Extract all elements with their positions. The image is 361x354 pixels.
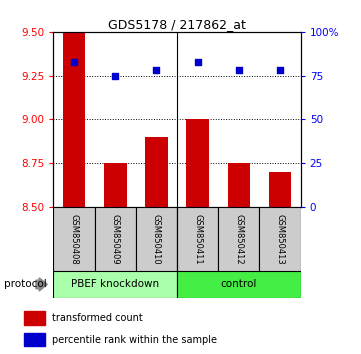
Text: GSM850412: GSM850412 xyxy=(234,213,243,264)
Bar xyxy=(227,163,250,207)
Point xyxy=(236,68,242,73)
Text: control: control xyxy=(221,279,257,290)
Bar xyxy=(63,32,85,207)
Text: GSM850411: GSM850411 xyxy=(193,213,202,264)
Bar xyxy=(95,207,136,271)
Text: transformed count: transformed count xyxy=(52,313,142,323)
FancyArrow shape xyxy=(36,278,47,291)
Point xyxy=(195,59,201,64)
Bar xyxy=(186,119,209,207)
Title: GDS5178 / 217862_at: GDS5178 / 217862_at xyxy=(108,18,246,31)
Bar xyxy=(104,163,127,207)
Text: percentile rank within the sample: percentile rank within the sample xyxy=(52,335,217,345)
Bar xyxy=(269,172,291,207)
Bar xyxy=(25,333,45,347)
Bar xyxy=(177,271,301,298)
Point xyxy=(153,68,159,73)
Text: GSM850413: GSM850413 xyxy=(275,213,284,264)
Point xyxy=(112,73,118,79)
Bar xyxy=(260,207,301,271)
Point xyxy=(277,68,283,73)
Bar xyxy=(25,311,45,325)
Point xyxy=(71,59,77,64)
Text: GSM850410: GSM850410 xyxy=(152,213,161,264)
Bar xyxy=(136,207,177,271)
Bar xyxy=(53,271,177,298)
Text: GSM850409: GSM850409 xyxy=(111,213,120,264)
Text: GSM850408: GSM850408 xyxy=(70,213,79,264)
Text: protocol: protocol xyxy=(4,279,46,290)
Bar xyxy=(177,207,218,271)
Bar xyxy=(145,137,168,207)
Text: PBEF knockdown: PBEF knockdown xyxy=(71,279,159,290)
Bar xyxy=(218,207,260,271)
Bar xyxy=(53,207,95,271)
